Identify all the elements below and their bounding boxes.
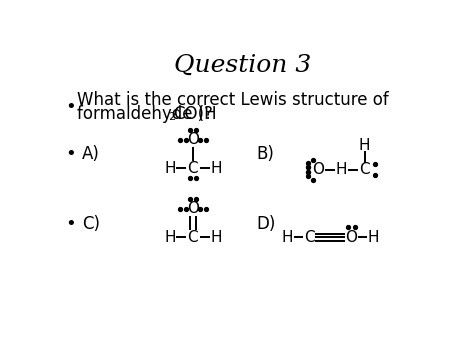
Text: O: O: [312, 162, 324, 177]
Text: H: H: [210, 230, 222, 245]
Text: H: H: [164, 230, 175, 245]
Text: formaldehyde (H: formaldehyde (H: [77, 105, 217, 123]
Text: Question 3: Question 3: [174, 54, 311, 77]
Text: H: H: [336, 162, 347, 177]
Text: H: H: [359, 137, 370, 153]
Text: C: C: [188, 160, 198, 176]
Text: A): A): [82, 145, 100, 163]
Text: O: O: [187, 132, 199, 147]
Text: •: •: [65, 214, 76, 233]
Text: 2: 2: [168, 112, 175, 122]
Text: H: H: [164, 160, 175, 176]
Text: O: O: [187, 201, 199, 217]
Text: C: C: [359, 162, 370, 177]
Text: D): D): [257, 214, 276, 233]
Text: •: •: [65, 145, 76, 163]
Text: B): B): [257, 145, 274, 163]
Text: C): C): [82, 214, 100, 233]
Text: H: H: [210, 160, 222, 176]
Text: What is the correct Lewis structure of: What is the correct Lewis structure of: [77, 91, 389, 109]
Text: •: •: [65, 98, 76, 115]
Text: H: H: [282, 230, 293, 245]
Text: O: O: [346, 230, 357, 245]
Text: C: C: [304, 230, 314, 245]
Text: H: H: [367, 230, 379, 245]
Text: C: C: [188, 230, 198, 245]
Text: CO)?: CO)?: [173, 105, 213, 123]
